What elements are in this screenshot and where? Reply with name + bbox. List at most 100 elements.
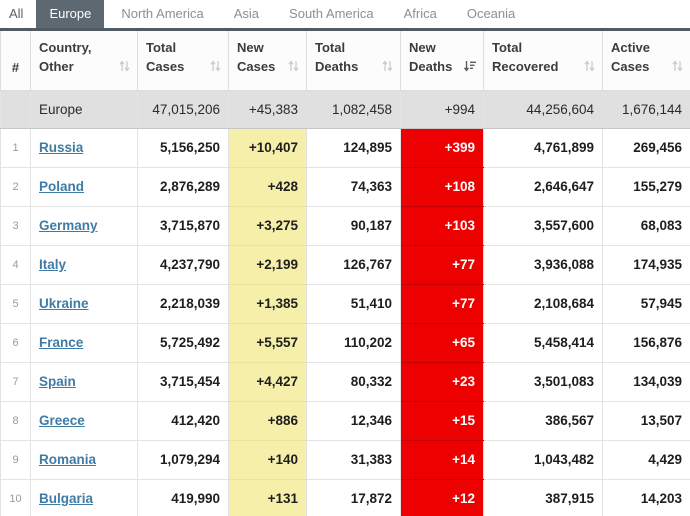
cell-total_deaths: 12,346 [306, 401, 401, 441]
column-label-line2: Deaths [409, 59, 453, 75]
cell-country: Poland [30, 167, 138, 207]
column-label-line1: Total [315, 40, 346, 56]
totals-cell-new_deaths: +994 [400, 90, 484, 129]
cell-total_recovered: 386,567 [483, 401, 603, 441]
cell-total_cases: 3,715,454 [137, 362, 229, 402]
totals-cell-active_cases: 1,676,144 [602, 90, 690, 129]
column-label-line1: Active [611, 40, 651, 56]
cell-total_deaths: 90,187 [306, 206, 401, 246]
column-header-total_cases[interactable]: Total Cases [137, 31, 229, 91]
column-header-new_cases[interactable]: New Cases [228, 31, 307, 91]
cell-total_cases: 2,876,289 [137, 167, 229, 207]
cell-total_deaths: 110,202 [306, 323, 401, 363]
cell-new_cases: +10,407 [228, 128, 307, 168]
cell-country: Spain [30, 362, 138, 402]
cell-total_recovered: 2,108,684 [483, 284, 603, 324]
cell-rank: 1 [0, 128, 31, 168]
cell-rank: 6 [0, 323, 31, 363]
cell-new_cases: +131 [228, 479, 307, 516]
column-label-line2: Cases [146, 59, 185, 75]
column-label-line2: Other [39, 59, 74, 75]
column-header-active_cases[interactable]: Active Cases [602, 31, 690, 91]
cell-active_cases: 156,876 [602, 323, 690, 363]
cell-active_cases: 13,507 [602, 401, 690, 441]
column-header-new_deaths[interactable]: New Deaths [400, 31, 484, 91]
table-row: 10 Bulgaria 419,990 +131 17,872 +12 387,915 14,… [0, 479, 690, 516]
cell-new_deaths: +399 [400, 128, 484, 168]
cell-rank: 10 [0, 479, 31, 516]
totals-cell-total_recovered: 44,256,604 [483, 90, 603, 129]
table-header: # Country, Other Total Cases New Cases Total Dea… [0, 31, 690, 91]
country-link[interactable]: France [39, 335, 84, 350]
cell-rank: 8 [0, 401, 31, 441]
cell-rank: 9 [0, 440, 31, 480]
cell-total_deaths: 124,895 [306, 128, 401, 168]
sort-arrows-icon [119, 59, 130, 78]
column-label-line1: Country, [39, 40, 92, 56]
tab-europe[interactable]: Europe [36, 0, 105, 28]
totals-cell-rank [0, 90, 31, 129]
cell-active_cases: 57,945 [602, 284, 690, 324]
sort-arrows-icon [584, 59, 595, 78]
cell-active_cases: 155,279 [602, 167, 690, 207]
cell-total_recovered: 5,458,414 [483, 323, 603, 363]
cell-active_cases: 68,083 [602, 206, 690, 246]
country-link[interactable]: Russia [39, 140, 84, 155]
cell-total_deaths: 17,872 [306, 479, 401, 516]
country-link[interactable]: Bulgaria [39, 491, 94, 506]
table-row: 9 Romania 1,079,294 +140 31,383 +14 1,043,482 4… [0, 440, 690, 480]
tab-all[interactable]: All [9, 6, 24, 21]
country-link[interactable]: Romania [39, 452, 97, 467]
column-header-rank: # [0, 31, 31, 91]
cell-total_recovered: 2,646,647 [483, 167, 603, 207]
cell-total_cases: 5,156,250 [137, 128, 229, 168]
cell-country: Germany [30, 206, 138, 246]
country-link[interactable]: Italy [39, 257, 67, 272]
cell-rank: 5 [0, 284, 31, 324]
cell-total_deaths: 51,410 [306, 284, 401, 324]
country-link[interactable]: Poland [39, 179, 85, 194]
column-header-country[interactable]: Country, Other [30, 31, 138, 91]
cell-country: France [30, 323, 138, 363]
cell-new_deaths: +12 [400, 479, 484, 516]
tab-south-america[interactable]: South America [289, 6, 374, 21]
cell-total_deaths: 80,332 [306, 362, 401, 402]
country-link[interactable]: Ukraine [39, 296, 89, 311]
country-link[interactable]: Spain [39, 374, 76, 389]
cell-new_deaths: +14 [400, 440, 484, 480]
cell-total_cases: 5,725,492 [137, 323, 229, 363]
cell-country: Ukraine [30, 284, 138, 324]
country-link[interactable]: Germany [39, 218, 98, 233]
cell-rank: 4 [0, 245, 31, 285]
totals-cell-total_cases: 47,015,206 [137, 90, 229, 129]
cell-total_cases: 3,715,870 [137, 206, 229, 246]
tab-africa[interactable]: Africa [403, 6, 437, 21]
cell-new_cases: +140 [228, 440, 307, 480]
column-header-total_recovered[interactable]: Total Recovered [483, 31, 603, 91]
cell-country: Romania [30, 440, 138, 480]
cell-new_deaths: +15 [400, 401, 484, 441]
cell-total_recovered: 1,043,482 [483, 440, 603, 480]
column-label-line1: Total [146, 40, 177, 56]
country-link[interactable]: Greece [39, 413, 85, 428]
cell-country: Russia [30, 128, 138, 168]
sort-arrows-icon [210, 59, 221, 78]
cell-total_deaths: 126,767 [306, 245, 401, 285]
column-label-line2: Cases [611, 59, 650, 75]
cell-active_cases: 14,203 [602, 479, 690, 516]
column-header-total_deaths[interactable]: Total Deaths [306, 31, 401, 91]
sort-arrows-icon [672, 59, 683, 78]
tab-asia[interactable]: Asia [233, 6, 260, 21]
table-row: 1 Russia 5,156,250 +10,407 124,895 +399 4,761,… [0, 128, 690, 168]
tab-north-america[interactable]: North America [121, 6, 204, 21]
cell-total_cases: 412,420 [137, 401, 229, 441]
table-row: 7 Spain 3,715,454 +4,427 80,332 +23 3,501,083 1… [0, 362, 690, 402]
table-row: 4 Italy 4,237,790 +2,199 126,767 +77 3,936,088… [0, 245, 690, 285]
tab-oceania[interactable]: Oceania [466, 6, 516, 21]
cell-country: Bulgaria [30, 479, 138, 516]
cell-rank: 7 [0, 362, 31, 402]
table-row: 8 Greece 412,420 +886 12,346 +15 386,567 13,507 [0, 401, 690, 441]
table-row: 3 Germany 3,715,870 +3,275 90,187 +103 3,557,6… [0, 206, 690, 246]
covid-stats-table: # Country, Other Total Cases New Cases Total Dea… [0, 31, 690, 516]
